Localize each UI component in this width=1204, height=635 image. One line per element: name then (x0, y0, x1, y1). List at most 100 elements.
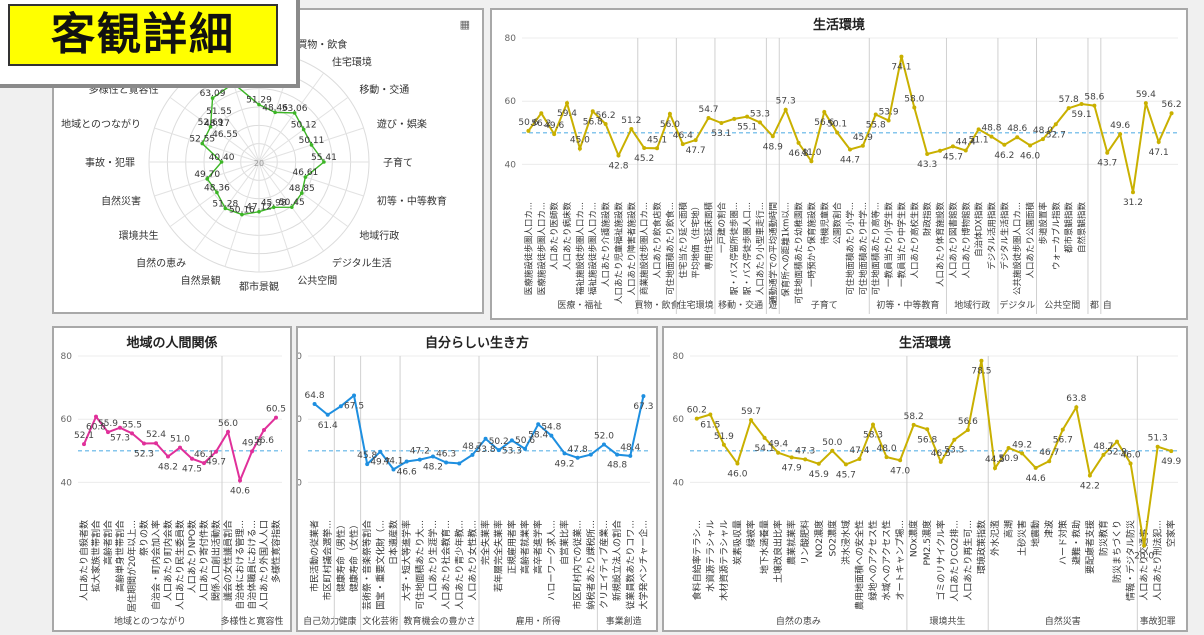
x-tick-label: 緑地へのアクセス性 (867, 520, 879, 601)
group-label: 子育て (811, 299, 838, 311)
group-label: 地域とのつながり (114, 615, 186, 627)
x-tick-label: 人口あたり図書館数 (948, 202, 959, 279)
y-tick-label: 40 (61, 478, 73, 488)
x-tick-label: ハード対策 (1057, 520, 1069, 565)
data-label: 56.6 (254, 436, 274, 446)
radar-axis-label: 自然景観 (181, 274, 221, 287)
x-tick-label: 祭りの数 (138, 520, 150, 556)
data-label: 58.4 (528, 430, 548, 440)
x-tick-label: 水域へのアクセス性 (881, 520, 893, 601)
data-point (154, 441, 158, 446)
x-tick-label: 人口あたりCO2排... (948, 520, 960, 602)
data-label: 45.7 (836, 470, 856, 480)
data-point (536, 422, 541, 427)
chart-title: 生活環境 (812, 18, 865, 33)
data-label: 74.1 (891, 63, 911, 73)
data-point (1074, 405, 1079, 410)
data-point (601, 442, 606, 447)
group-label: 地域行政 (954, 299, 990, 311)
data-label: 45.0 (570, 136, 590, 146)
x-tick-label: 若年層完全失業率 (493, 520, 505, 592)
data-point (822, 109, 827, 114)
x-tick-label: 納税者あたり課税所... (585, 520, 597, 610)
x-tick-label: 高齢者就業率 (519, 520, 531, 574)
radar-axis-label: 買物・飲食 (297, 38, 347, 51)
x-tick-label: 公園数割合 (832, 202, 843, 245)
radar-point (290, 205, 294, 209)
data-point (884, 455, 889, 460)
x-tick-label: 人口あたり児童福祉施設数 (613, 202, 624, 305)
data-point (430, 454, 435, 459)
chart-panel-ningen-kankei: 地域の人間関係 40 60 80 地域とのつながり 多様性と寛容性 人口あたり自殺者数 拡大… (52, 326, 292, 632)
data-label: 49.7 (206, 458, 226, 468)
data-label: 58.3 (863, 431, 883, 441)
y-tick-label: 60 (505, 97, 517, 107)
x-tick-label: 可住地面積あたり幼稚園数 (794, 202, 805, 305)
data-point (1155, 444, 1160, 449)
radar-value-label: 50.45 (279, 198, 305, 208)
data-label: 50.0 (822, 438, 842, 448)
y-tick-label: 40 (673, 478, 685, 488)
x-tick-label: 一時預かり保育施設数 (806, 202, 817, 288)
data-point (94, 414, 98, 419)
data-point (417, 457, 422, 462)
data-label: 53.3 (750, 109, 770, 119)
x-tick-label: 市区町村内での従業... (572, 520, 584, 610)
data-label: 48.8 (607, 461, 627, 471)
x-tick-label: 土砂災害 (1016, 520, 1028, 556)
data-point (483, 436, 488, 441)
radar-axis-label: 地域行政 (359, 229, 399, 242)
data-point (539, 111, 544, 116)
x-tick-label: 一戸建の割合 (716, 202, 727, 254)
x-tick-label: PM2.5濃度 (921, 520, 933, 566)
data-label: 46.2 (994, 151, 1014, 161)
data-point (262, 427, 266, 432)
data-point (250, 449, 254, 454)
x-tick-label: 歩道設置率 (1038, 202, 1049, 245)
x-tick-label: 人口あたりNPO数 (186, 520, 198, 593)
data-point (1130, 190, 1135, 195)
x-tick-label: 人口あたり体育施設数 (935, 202, 946, 288)
radar-value-label: 51.29 (246, 96, 272, 106)
data-point (979, 358, 984, 363)
data-point (1066, 106, 1071, 111)
data-label: 48.2 (158, 462, 178, 472)
data-label: 49.2 (554, 459, 574, 469)
radar-value-label: 51.28 (212, 199, 238, 209)
group-label: 教育機会の豊かさ (404, 615, 476, 627)
x-tick-label: 公共施設徒歩圏人口カ... (1012, 202, 1023, 295)
data-label: 44.4 (956, 137, 976, 147)
data-label: 45.2 (634, 154, 654, 164)
data-point (1101, 452, 1106, 457)
data-label: 42.2 (1080, 481, 1100, 491)
series-line (313, 393, 645, 471)
data-point (680, 142, 685, 147)
radar-value-label: 51.55 (206, 107, 232, 117)
data-point (642, 145, 647, 150)
radar-point (301, 127, 306, 132)
x-tick-label: 高齢単身世帯割合 (114, 520, 126, 592)
data-point (873, 112, 878, 117)
data-point (523, 446, 528, 451)
data-label: 50.1 (827, 119, 847, 129)
data-label: 47.0 (890, 466, 910, 476)
group-label: 初等・中等教育 (876, 299, 939, 311)
data-label: 57.3 (110, 434, 130, 444)
data-point (1118, 132, 1123, 137)
x-tick-label: 関係人口創出活動数 (210, 520, 222, 601)
y-tick-label: 60 (61, 415, 73, 425)
x-tick-label: SO2濃度 (826, 520, 838, 557)
x-tick-label: 可住地面積あたり小学... (845, 202, 856, 295)
grid-icon[interactable]: ▦ (459, 18, 470, 31)
data-label: 52.3 (134, 450, 154, 460)
radar-axis-label: 事故・犯罪 (85, 156, 135, 169)
data-label: 54.1 (755, 444, 775, 454)
data-point (1033, 465, 1038, 470)
data-point (496, 448, 501, 453)
radar-value-label: 50.12 (291, 121, 317, 131)
data-point (963, 148, 968, 153)
x-tick-label: 地震動 (1030, 520, 1042, 547)
x-tick-label: 環境政策指数 (975, 520, 987, 574)
data-label: 52.4 (146, 430, 166, 440)
data-label: 50.6 (518, 118, 538, 128)
